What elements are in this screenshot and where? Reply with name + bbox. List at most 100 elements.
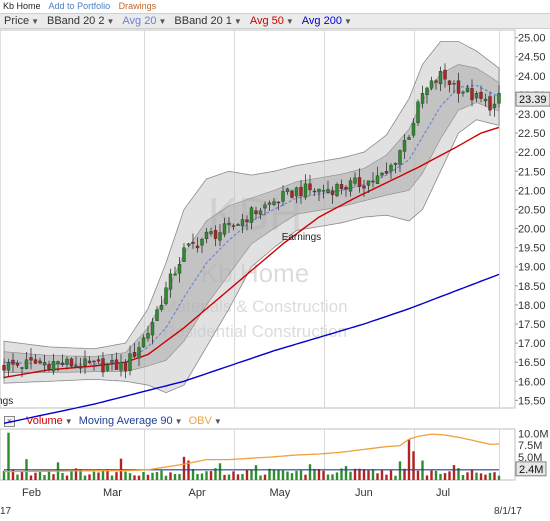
candle-body: [191, 242, 195, 244]
legend-item-3[interactable]: BBand 20 1 ▼: [174, 15, 242, 27]
volume-bar: [295, 470, 298, 480]
volume-bar: [38, 471, 42, 480]
volume-bar: [385, 474, 388, 480]
y-tick-label: 16.50: [518, 357, 546, 369]
volume-bar: [196, 473, 199, 480]
candle-body: [492, 103, 497, 108]
volume-bar: [380, 470, 384, 480]
candle-body: [335, 184, 339, 197]
candle-body: [308, 183, 312, 191]
candle-body: [411, 123, 416, 136]
dropdown-arrow-icon[interactable]: ▼: [233, 17, 242, 26]
volume-bar: [439, 473, 442, 480]
volume-bar: [371, 469, 375, 480]
volume-bar: [466, 472, 469, 480]
volume-bar: [299, 470, 303, 480]
volume-legend: × Volume ▼ Moving Average 90 ▼ OBV ▼: [0, 413, 515, 429]
candle-body: [389, 164, 393, 172]
candle-body: [326, 189, 330, 193]
candle-body: [267, 202, 272, 205]
x-tick-label: Feb: [22, 487, 41, 499]
volume-bar: [11, 469, 15, 480]
y-tick-label: 15.50: [518, 395, 546, 407]
volume-bar: [7, 432, 10, 480]
legend-item-1[interactable]: BBand 20 2 ▼: [46, 15, 115, 27]
y-tick-label: 17.50: [518, 319, 546, 331]
legend-item-0[interactable]: Price ▼: [4, 15, 39, 27]
dropdown-arrow-icon[interactable]: ▼: [31, 17, 39, 26]
candle-body: [290, 190, 294, 198]
legend-item-4[interactable]: Avg 50 ▼: [249, 15, 294, 27]
last-volume-label: 2.4M: [519, 464, 543, 476]
candle-body: [357, 177, 362, 187]
candle-body: [56, 361, 60, 365]
y-tick-label: 18.00: [518, 300, 546, 312]
candle-body: [11, 359, 15, 365]
volume-legend-item-2[interactable]: OBV ▼: [188, 415, 222, 427]
x-fragment-label: 17: [0, 506, 12, 517]
candle-body: [177, 263, 182, 274]
candle-body: [38, 360, 42, 363]
dropdown-arrow-icon[interactable]: ▼: [106, 17, 115, 26]
dropdown-arrow-icon[interactable]: ▼: [343, 17, 352, 26]
volume-bar: [245, 469, 249, 480]
candle-body: [101, 358, 105, 373]
volume-bar: [313, 468, 316, 480]
volume-bar: [101, 469, 105, 480]
dropdown-arrow-icon[interactable]: ▼: [213, 417, 222, 426]
drawings-link[interactable]: Drawings: [118, 1, 157, 11]
candle-body: [344, 186, 348, 190]
candle-body: [362, 185, 366, 189]
volume-bar: [218, 463, 222, 480]
candle-body: [420, 93, 425, 104]
candle-body: [240, 219, 245, 227]
dropdown-arrow-icon[interactable]: ▼: [158, 17, 167, 26]
volume-legend-item-1[interactable]: Moving Average 90 ▼: [78, 415, 183, 427]
dropdown-arrow-icon[interactable]: ▼: [174, 417, 183, 426]
x-tick-label: Apr: [189, 487, 206, 499]
add-to-portfolio-link[interactable]: Add to Portfolio: [48, 1, 111, 11]
dropdown-arrow-icon[interactable]: ▼: [64, 417, 73, 426]
top-bar: Kb Home Add to Portfolio Drawings: [0, 0, 550, 12]
volume-bar: [182, 456, 186, 480]
candle-body: [447, 80, 452, 85]
obv-line: [3, 433, 500, 473]
candle-body: [465, 87, 470, 93]
volume-bar: [497, 475, 501, 480]
volume-bar: [173, 474, 177, 480]
volume-y-tick-label: 7.5M: [518, 440, 542, 452]
candle-body: [398, 150, 402, 165]
candle-body: [200, 239, 204, 246]
candle-body: [204, 231, 209, 240]
volume-bar: [259, 475, 262, 480]
volume-bar: [43, 475, 46, 480]
volume-legend-item-0[interactable]: Volume ▼: [26, 415, 73, 427]
volume-bar: [47, 471, 51, 480]
volume-bar: [443, 473, 447, 480]
x-tick-label: May: [270, 487, 291, 499]
volume-bar: [272, 469, 276, 480]
volume-y-tick-label: 10.0M: [518, 429, 549, 441]
volume-bar: [286, 471, 289, 480]
volume-bar: [281, 470, 285, 480]
volume-bar: [155, 472, 159, 480]
volume-bar: [124, 471, 127, 480]
candle-body: [87, 360, 92, 364]
volume-bar: [79, 469, 82, 480]
legend-item-5[interactable]: Avg 200 ▼: [301, 15, 352, 27]
candle-body: [29, 357, 33, 361]
volume-bar: [61, 473, 64, 480]
dropdown-arrow-icon[interactable]: ▼: [285, 17, 294, 26]
x-date-label: 8/1/17: [494, 506, 522, 517]
volume-bar: [277, 469, 280, 480]
candle-body: [353, 177, 357, 184]
volume-bar: [74, 468, 78, 480]
legend-item-2[interactable]: Avg 20 ▼: [122, 15, 167, 27]
volume-bar: [160, 470, 163, 480]
candle-body: [456, 80, 461, 94]
y-tick-label: 21.00: [518, 185, 546, 197]
candle-body: [330, 190, 335, 195]
y-tick-label: 20.50: [518, 204, 546, 216]
volume-bar: [353, 468, 357, 480]
last-price-tag: [515, 91, 550, 107]
